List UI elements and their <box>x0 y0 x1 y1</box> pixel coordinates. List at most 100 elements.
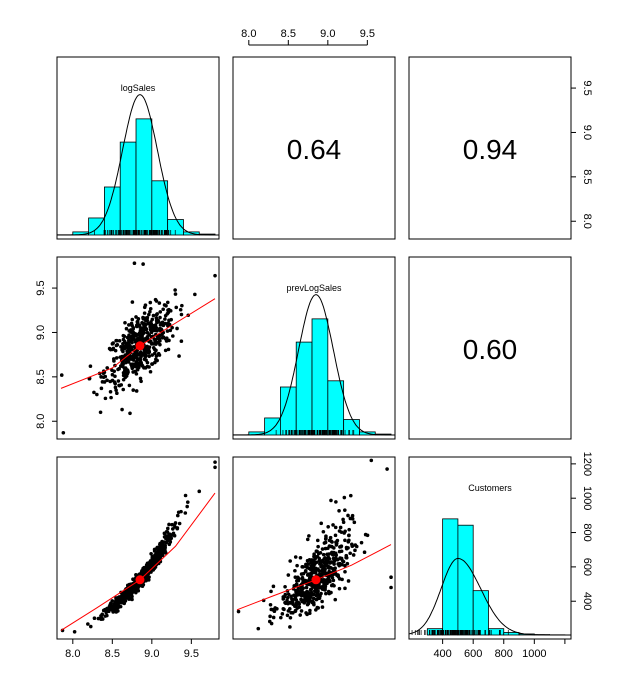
scatter-point <box>175 513 180 518</box>
scatter-point <box>322 577 326 582</box>
scatter-point <box>305 558 310 563</box>
histogram-bar-prevLogSales-4 <box>295 341 313 436</box>
scatter-point <box>343 569 347 574</box>
scatter-point <box>312 560 317 565</box>
scatter-point <box>99 386 104 391</box>
scatter-point <box>131 358 136 362</box>
scatter-point <box>127 333 131 337</box>
scatter-point <box>299 609 304 613</box>
histogram-bar-Customers-4 <box>488 628 505 636</box>
correlation-value-1-2: 0.60 <box>463 334 518 365</box>
scatter-point <box>142 311 147 315</box>
scatter-point <box>326 524 330 529</box>
panel-frame-1-1 <box>232 256 396 440</box>
scatter-point <box>172 523 177 527</box>
scatter-point <box>141 567 146 572</box>
scatter-point <box>92 616 97 621</box>
scatter-point <box>163 313 168 318</box>
scatter-point <box>314 567 319 572</box>
scatter-point <box>100 380 105 384</box>
scatter-point <box>337 529 342 533</box>
scatter-point <box>301 565 305 569</box>
scatter-point <box>119 600 124 605</box>
scatter-point <box>298 613 303 617</box>
scatter-point <box>330 540 334 544</box>
scatter-point <box>170 325 174 330</box>
scatter-point <box>323 564 327 568</box>
scatter-point <box>129 321 134 326</box>
scatter-point <box>165 530 170 534</box>
scatter-point <box>343 563 347 568</box>
scatter-point <box>128 411 132 416</box>
scatter-point <box>344 546 349 551</box>
scatter-point <box>113 385 118 390</box>
scatter-point <box>136 588 141 593</box>
scatter-point <box>88 624 93 629</box>
scatter-point <box>330 582 335 587</box>
right-axis-top-tick-label: 9.5 <box>581 80 593 95</box>
scatter-point <box>327 591 332 596</box>
scatter-point <box>117 383 121 388</box>
left-axis-mid-tick-label: 8.0 <box>35 414 47 429</box>
scatter-point <box>319 521 324 526</box>
scatter-point <box>335 557 340 562</box>
scatter-point <box>326 565 330 570</box>
scatter-point <box>129 345 134 349</box>
scatter-point <box>177 354 181 358</box>
scatter-point <box>118 604 123 609</box>
scatter-outlier-6 <box>341 520 346 525</box>
scatter-point <box>111 357 116 361</box>
scatter-point <box>124 326 129 331</box>
scatter-point <box>164 304 168 308</box>
scatter-point <box>161 543 166 548</box>
scatter-point <box>178 307 183 312</box>
scatter-point <box>126 323 131 327</box>
scatter-point <box>332 558 337 563</box>
scatter-point <box>280 612 285 616</box>
scatter-point <box>107 604 112 609</box>
scatter-point <box>363 532 368 537</box>
scatter-point <box>163 317 167 321</box>
scatter-point <box>161 307 165 312</box>
scatter-point <box>304 599 308 603</box>
scatter-outlier-0 <box>369 458 374 463</box>
scatter-point <box>170 527 175 531</box>
diagonal-label-logSales: logSales <box>121 83 156 93</box>
scatter-point <box>108 389 113 394</box>
scatter-point <box>179 339 184 344</box>
scatter-point <box>134 572 138 577</box>
scatter-point <box>103 608 107 612</box>
scatter-point <box>337 563 342 568</box>
scatter-point <box>333 551 338 556</box>
scatter-point <box>150 353 155 357</box>
histogram-bar-prevLogSales-5 <box>311 318 329 436</box>
scatter-outlier-2 <box>61 430 66 435</box>
scatter-point <box>131 388 136 392</box>
scatter-point <box>323 540 328 545</box>
scatter-point <box>283 592 288 597</box>
scatter-point <box>312 570 316 575</box>
scatter-point <box>123 366 128 370</box>
scatter-point <box>303 569 308 573</box>
right-axis-bottom-tick-label: 600 <box>581 558 593 576</box>
scatter-point <box>148 309 152 314</box>
scatter-point <box>154 348 158 353</box>
scatter-point <box>157 335 161 340</box>
scatter-point <box>331 523 335 527</box>
scatter-point <box>121 333 126 338</box>
bottom-axis-right-tick-label: 600 <box>464 648 482 660</box>
scatter-point <box>137 323 142 328</box>
scatter-point <box>116 379 121 383</box>
scatter-point <box>134 324 139 329</box>
scatter-point <box>143 353 148 358</box>
scatter-point <box>289 610 294 615</box>
scatter-point <box>283 584 287 589</box>
scatter-point <box>318 551 323 555</box>
scatter-outlier-2 <box>197 489 202 494</box>
scatter-point <box>314 588 319 592</box>
scatter-point <box>148 369 153 374</box>
scatter-point <box>134 389 139 393</box>
scatter-point <box>117 366 121 371</box>
scatter-point <box>113 381 117 386</box>
